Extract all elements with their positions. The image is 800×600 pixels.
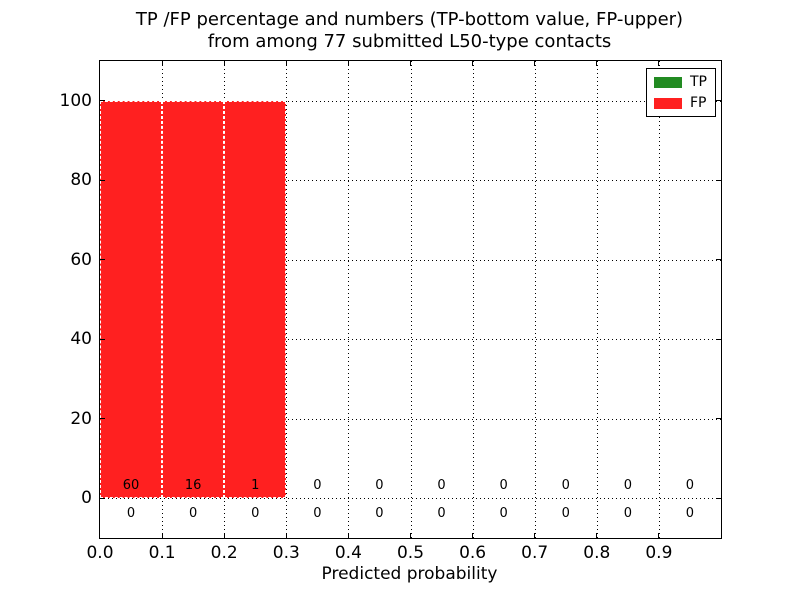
x-tick-bottom-0.8	[596, 533, 598, 538]
x-tick-top-0.3	[285, 61, 287, 66]
legend-label-fp: FP	[690, 95, 707, 111]
y-tick-label-40: 40	[70, 329, 92, 350]
x-tick-top-0.8	[596, 61, 598, 66]
x-tick-label-0.0: 0.0	[86, 543, 114, 563]
tp-count-label-4: 0	[375, 506, 384, 522]
x-tick-top-0.4	[347, 61, 349, 66]
y-tick-label-100: 100	[59, 90, 92, 111]
tp-count-label-2: 0	[251, 506, 260, 522]
legend-swatch-tp	[654, 76, 682, 88]
chart-title-line1: TP /FP percentage and numbers (TP-bottom…	[135, 9, 684, 30]
y-tick-right-60	[716, 259, 721, 261]
x-tick-bottom-0.9	[658, 533, 660, 538]
y-tick-label-0: 0	[81, 488, 92, 509]
x-tick-label-0.9: 0.9	[645, 543, 673, 563]
x-tick-label-0.6: 0.6	[459, 543, 487, 563]
y-tick-left-20	[100, 418, 105, 420]
y-tick-left-80	[100, 179, 105, 181]
v-gridline-0.3	[286, 61, 288, 538]
tp-count-label-8: 0	[623, 506, 632, 522]
x-tick-bottom-0.7	[534, 533, 536, 538]
tp-count-label-6: 0	[499, 506, 508, 522]
x-tick-top-0.9	[658, 61, 660, 66]
x-tick-bottom-0.5	[410, 533, 411, 538]
x-tick-top-0.5	[410, 61, 411, 66]
x-tick-label-0.1: 0.1	[148, 543, 176, 563]
y-tick-left-100	[100, 100, 105, 102]
v-gridline-0.4	[348, 61, 350, 538]
v-gridline-0.8	[596, 61, 598, 538]
tp-count-label-1: 0	[189, 506, 198, 522]
tp-count-label-3: 0	[313, 506, 322, 522]
bar-fp-bin-0	[100, 100, 163, 499]
x-tick-top-0.6	[472, 61, 474, 66]
v-gridline-0.9	[658, 61, 660, 538]
bar-fp-bin-2	[224, 100, 287, 499]
y-tick-label-60: 60	[70, 249, 92, 270]
y-tick-right-100	[716, 100, 721, 102]
y-tick-label-20: 20	[70, 408, 92, 429]
tp-count-label-7: 0	[561, 506, 570, 522]
bar-fp-bin-1	[162, 100, 225, 499]
fp-count-label-4: 0	[375, 477, 384, 493]
fp-count-label-5: 0	[437, 477, 446, 493]
x-tick-label-0.8: 0.8	[583, 543, 611, 563]
x-tick-label-0.7: 0.7	[521, 543, 549, 563]
fp-count-label-1: 16	[184, 477, 202, 493]
x-tick-label-0.2: 0.2	[210, 543, 238, 563]
x-axis-label: Predicted probability	[321, 564, 498, 584]
y-tick-right-0	[716, 497, 721, 499]
fp-count-label-2: 1	[251, 477, 260, 493]
legend-swatch-fp	[654, 97, 682, 109]
y-tick-left-0	[100, 497, 105, 499]
tp-count-label-5: 0	[437, 506, 446, 522]
fp-count-label-7: 0	[561, 477, 570, 493]
fp-count-label-0: 60	[122, 477, 140, 493]
chart-title-line2: from among 77 submitted L50-type contact…	[207, 31, 612, 52]
x-tick-top-0.1	[161, 61, 163, 66]
legend-item-fp: FP	[654, 95, 707, 111]
y-tick-label-80: 80	[70, 170, 92, 191]
x-tick-bottom-0.1	[161, 533, 163, 538]
y-tick-left-60	[100, 259, 105, 261]
chart-title: TP /FP percentage and numbers (TP-bottom…	[99, 9, 720, 53]
plot-area: Percentage TP FP 0204060801000.00.10.20.…	[60, 60, 722, 563]
x-tick-label-0.5: 0.5	[396, 543, 425, 563]
x-tick-bottom-0.3	[285, 533, 287, 538]
x-tick-bottom-0.4	[347, 533, 349, 538]
v-gridline-0.6	[472, 61, 474, 538]
legend-item-tp: TP	[654, 74, 707, 90]
fp-count-label-9: 0	[685, 477, 695, 493]
x-tick-label-0.4: 0.4	[334, 543, 362, 563]
tp-count-label-9: 0	[685, 506, 695, 522]
x-tick-bottom-0.2	[223, 533, 225, 538]
x-tick-bottom-0.6	[472, 533, 474, 538]
v-gridline-0.5	[410, 61, 412, 538]
fp-count-label-3: 0	[313, 477, 322, 493]
legend: TP FP	[646, 68, 716, 117]
y-tick-left-40	[100, 338, 105, 340]
x-tick-label-0.3: 0.3	[272, 543, 300, 563]
y-tick-right-40	[716, 338, 721, 340]
fp-count-label-8: 0	[623, 477, 632, 493]
legend-label-tp: TP	[690, 74, 707, 90]
x-tick-top-0.7	[534, 61, 536, 66]
x-tick-top-0.2	[223, 61, 225, 66]
fp-count-label-6: 0	[499, 477, 508, 493]
tp-count-label-0: 0	[126, 506, 136, 522]
y-tick-right-20	[716, 418, 721, 420]
v-gridline-0.7	[534, 61, 536, 538]
y-tick-right-80	[716, 179, 721, 181]
